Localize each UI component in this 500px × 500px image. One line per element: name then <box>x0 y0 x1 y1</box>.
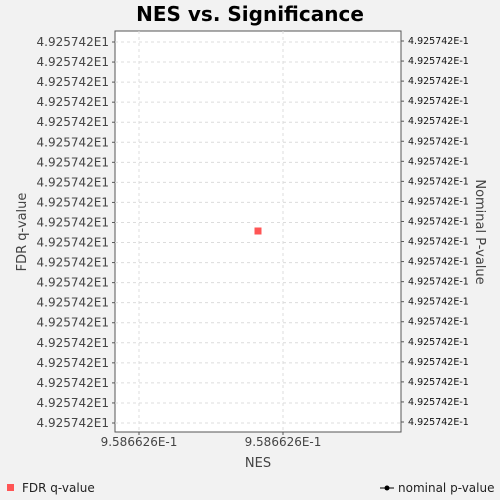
y-right-tick-label: 4.925742E-1 <box>408 337 469 348</box>
y-right-tick-label: 4.925742E-1 <box>408 36 469 47</box>
y-left-tick-label: 4.925742E1 <box>37 195 109 209</box>
legend-pvalue-marker <box>384 485 390 491</box>
y-left-tick-label: 4.925742E1 <box>37 396 109 410</box>
y-right-tick-label: 4.925742E-1 <box>408 176 469 187</box>
y-right-tick-label: 4.925742E-1 <box>408 76 469 87</box>
y-axis-right-title: Nominal P-value <box>472 179 487 284</box>
y-left-tick-label: 4.925742E1 <box>37 135 109 149</box>
y-right-tick-label: 4.925742E-1 <box>408 156 469 167</box>
y-axis-right-ticks: 4.925742E-1 4.925742E-1 4.925742E-1 4.92574… <box>401 36 469 428</box>
y-axis-left-ticks: 4.925742E1 4.925742E1 4.925742E1 4.925742E1… <box>37 35 115 430</box>
x-axis-ticks: 9.586626E-1 9.586626E-1 <box>101 432 322 449</box>
y-right-tick-label: 4.925742E-1 <box>408 417 469 428</box>
y-right-tick-label: 4.925742E-1 <box>408 96 469 107</box>
gridlines <box>115 31 401 432</box>
y-left-tick-label: 4.925742E1 <box>37 215 109 229</box>
y-left-tick-label: 4.925742E1 <box>37 55 109 69</box>
legend-fdr-marker <box>7 484 14 491</box>
y-right-tick-label: 4.925742E-1 <box>408 56 469 67</box>
y-left-tick-label: 4.925742E1 <box>37 316 109 330</box>
y-right-tick-label: 4.925742E-1 <box>408 317 469 328</box>
y-right-tick-label: 4.925742E-1 <box>408 116 469 127</box>
data-point-fdr-q-value <box>254 227 262 235</box>
data-points <box>254 227 262 235</box>
y-left-tick-label: 4.925742E1 <box>37 296 109 310</box>
y-left-tick-label: 4.925742E1 <box>37 416 109 430</box>
x-tick-label: 9.586626E-1 <box>245 435 322 449</box>
y-left-tick-label: 4.925742E1 <box>37 175 109 189</box>
y-axis-left-title: FDR q-value <box>15 193 30 272</box>
y-left-tick-label: 4.925742E1 <box>37 75 109 89</box>
chart-title: NES vs. Significance <box>136 2 364 26</box>
y-left-tick-label: 4.925742E1 <box>37 256 109 270</box>
y-left-tick-label: 4.925742E1 <box>37 376 109 390</box>
y-left-tick-label: 4.925742E1 <box>37 276 109 290</box>
y-right-tick-label: 4.925742E-1 <box>408 196 469 207</box>
legend: FDR q-value nominal p-value <box>7 481 494 495</box>
y-right-tick-label: 4.925742E-1 <box>408 357 469 368</box>
y-right-tick-label: 4.925742E-1 <box>408 216 469 227</box>
y-left-tick-label: 4.925742E1 <box>37 336 109 350</box>
legend-fdr-label: FDR q-value <box>22 481 95 495</box>
y-right-tick-label: 4.925742E-1 <box>408 257 469 268</box>
y-right-tick-label: 4.925742E-1 <box>408 237 469 248</box>
y-right-tick-label: 4.925742E-1 <box>408 297 469 308</box>
y-left-tick-label: 4.925742E1 <box>37 236 109 250</box>
y-left-tick-label: 4.925742E1 <box>37 115 109 129</box>
y-left-tick-label: 4.925742E1 <box>37 155 109 169</box>
y-right-tick-label: 4.925742E-1 <box>408 397 469 408</box>
y-right-tick-label: 4.925742E-1 <box>408 277 469 288</box>
y-left-tick-label: 4.925742E1 <box>37 356 109 370</box>
y-left-tick-label: 4.925742E1 <box>37 35 109 49</box>
y-right-tick-label: 4.925742E-1 <box>408 136 469 147</box>
x-tick-label: 9.586626E-1 <box>101 435 178 449</box>
legend-pvalue-label: nominal p-value <box>398 481 494 495</box>
y-left-tick-label: 4.925742E1 <box>37 95 109 109</box>
y-right-tick-label: 4.925742E-1 <box>408 377 469 388</box>
x-axis-title: NES <box>245 456 271 471</box>
